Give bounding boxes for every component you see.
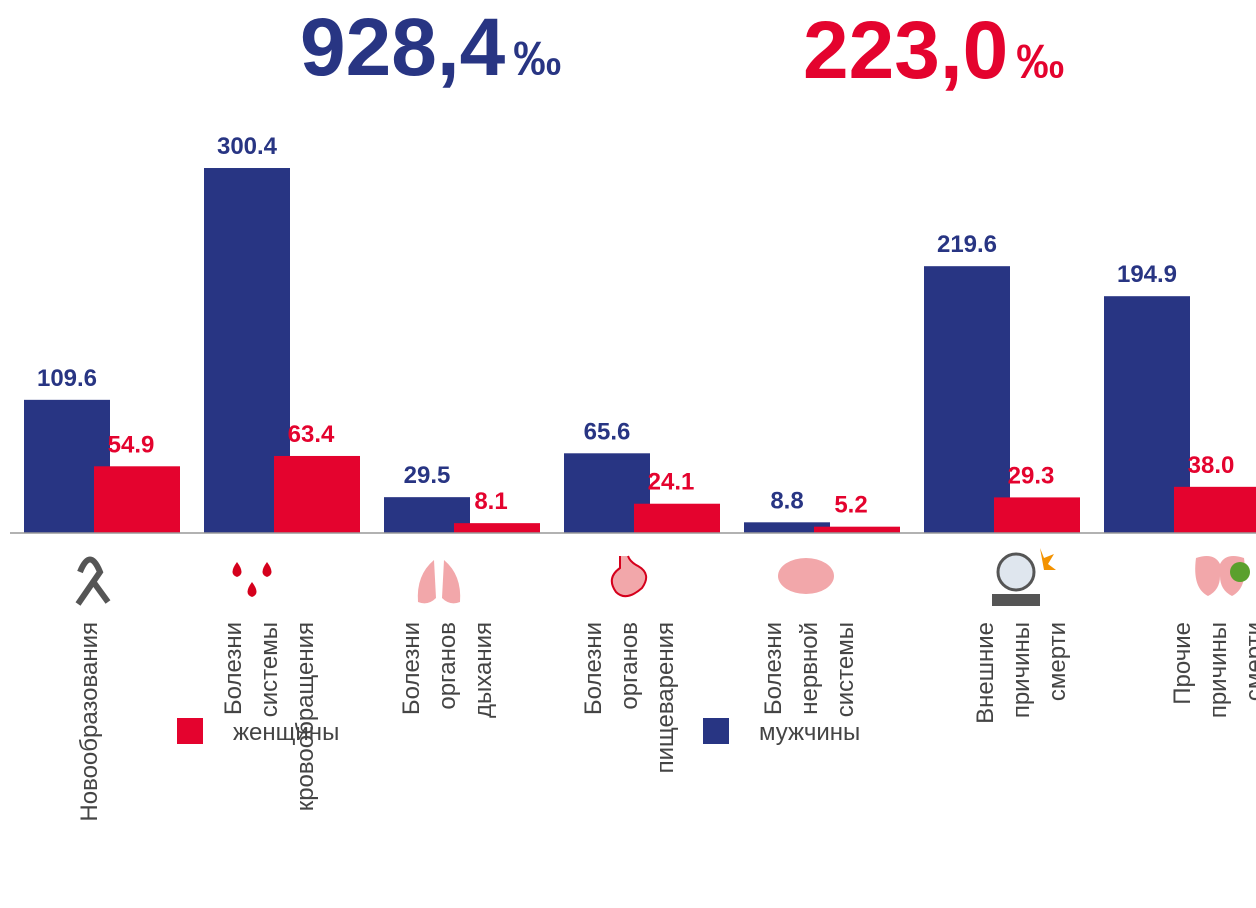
bar [814,526,900,533]
legend-swatch [177,718,203,744]
x-tick-label: нервной [796,622,823,715]
data-label: 65.6 [584,418,631,445]
x-tick-label: причины [1205,622,1232,718]
bar [94,466,180,533]
total-unit: ‰ [1016,36,1064,89]
total-value: 223,0 [803,5,1008,96]
total-unit: ‰ [513,33,561,86]
x-tick-label: причины [1008,622,1035,718]
data-label: 63.4 [288,421,335,448]
x-tick-label: Болезни [760,622,787,715]
bar [274,455,360,533]
x-tick-label: системы [256,622,283,717]
data-label: 5.2 [834,492,867,519]
icon-other [1195,556,1250,596]
data-label: 24.1 [648,469,695,496]
data-label: 194.9 [1117,261,1177,288]
bar [994,497,1080,533]
legend-swatch [703,718,729,744]
total-men: 928,4 ‰ [300,2,561,93]
x-tick-label: пищеварения [652,622,679,773]
icons [75,548,1250,606]
x-tick-label: кровообращения [292,622,319,811]
bar [924,266,1010,533]
x-tick-label: Болезни [580,622,607,715]
data-label: 29.3 [1008,462,1055,489]
bar [634,503,720,533]
total-women: 223,0 ‰ [803,5,1064,96]
data-label: 38.0 [1188,452,1235,479]
data-label: 8.8 [770,487,803,514]
icon-drops [232,562,272,597]
x-tick-label: Болезни [398,622,425,715]
x-tick-label: системы [832,622,859,717]
x-tick-label: Внешние [972,622,999,724]
data-label: 8.1 [474,488,507,515]
x-tick-label: смерти [1241,622,1256,701]
bar [1174,486,1256,533]
x-tick-label: Прочие [1169,622,1196,705]
x-tick-label: Болезни [220,622,247,715]
total-value: 928,4 [300,2,506,93]
data-label: 300.4 [217,133,278,160]
bar [744,522,830,533]
data-label: 54.9 [108,431,155,458]
x-tick-label: смерти [1044,622,1071,701]
icon-ribbon [75,556,111,606]
icon-brain [778,558,834,594]
data-label: 29.5 [404,462,451,489]
icon-stomach [610,555,648,598]
icon-head [992,548,1056,606]
data-label: 109.6 [37,365,97,392]
bar [454,523,540,533]
x-tick-label: Новообразования [76,622,103,822]
x-tick-label: органов [434,622,461,710]
legend-label: мужчины [759,719,860,746]
legend-label: женщины [233,719,339,746]
x-tick-label: органов [616,622,643,710]
icon-lungs [417,560,461,604]
x-tick-label: дыхания [470,622,497,718]
data-label: 219.6 [937,231,997,258]
